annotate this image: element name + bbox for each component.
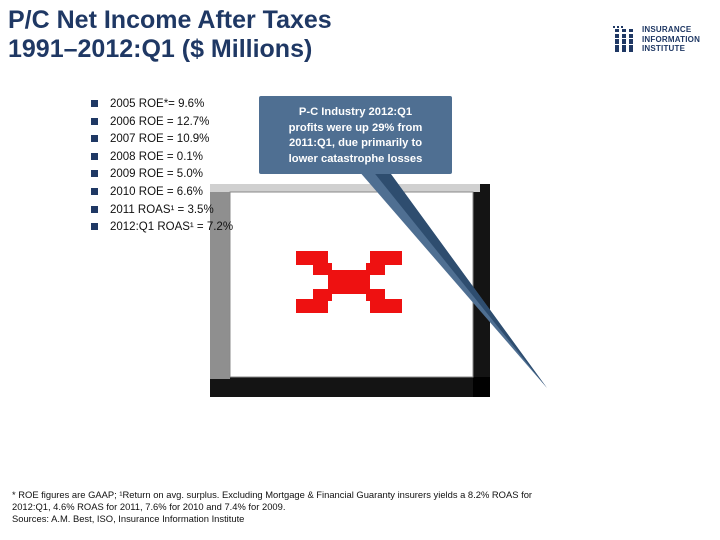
footnote-line-2: 2012:Q1, 4.6% ROAS for 2011, 7.6% for 20… — [12, 501, 286, 512]
bullet-text: 2012:Q1 ROAS¹ = 7.2% — [110, 221, 234, 234]
bullet-square-icon — [91, 223, 98, 231]
roe-bullet-item: 2007 ROE = 10.9% — [91, 131, 233, 149]
footnote-line-1: * ROE figures are GAAP; ¹Return on avg. … — [12, 489, 533, 500]
bullet-square-icon — [91, 100, 98, 107]
bullet-text: 2007 ROE = 10.9% — [110, 133, 210, 146]
iii-logo: INSURANCE INFORMATION INSTITUTE — [612, 24, 712, 58]
logo-line-3: INSTITUTE — [642, 44, 686, 53]
bullet-square-icon — [91, 117, 98, 125]
placeholder-frame-shadow-top — [210, 184, 480, 192]
page-title: P/C Net Income After Taxes 1991–2012:Q1 … — [8, 6, 528, 64]
bullet-text: 2009 ROE = 5.0% — [110, 168, 204, 181]
callout-pointer-shade — [372, 170, 547, 388]
roe-bullet-item: 2006 ROE = 12.7% — [91, 114, 233, 132]
callout-line-3: 2011:Q1, due primarily to — [288, 137, 423, 149]
missing-chart-icon — [296, 251, 402, 313]
roe-bullet-item: 2012:Q1 ROAS¹ = 7.2% — [91, 219, 233, 237]
bullet-square-icon — [91, 135, 98, 143]
placeholder-frame-shadow-right — [473, 184, 490, 397]
bullet-square-icon — [91, 152, 98, 160]
callout-line-2: profits were up 29% from — [288, 121, 423, 134]
bullet-text: 2005 ROE*= 9.6% — [110, 98, 205, 110]
bullet-text: 2011 ROAS¹ = 3.5% — [110, 203, 214, 216]
roe-bullet-item: 2011 ROAS¹ = 3.5% — [91, 202, 233, 220]
logo-line-2: INFORMATION — [642, 34, 701, 44]
callout-text: P-C Industry 2012:Q1 profits were up 29%… — [259, 105, 452, 167]
title-line-1: P/C Net Income After Taxes — [8, 6, 332, 34]
bullet-square-icon — [91, 205, 98, 213]
bullet-text: 2010 ROE = 6.6% — [110, 185, 204, 198]
footnote-sources: Sources: A.M. Best, ISO, Insurance Infor… — [12, 513, 245, 524]
bullet-square-icon — [91, 170, 98, 178]
roe-bullet-item: 2009 ROE = 5.0% — [91, 166, 233, 184]
callout-box: P-C Industry 2012:Q1 profits were up 29%… — [259, 96, 452, 174]
bullet-square-icon — [91, 187, 98, 195]
bullet-text: 2008 ROE = 0.1% — [110, 150, 204, 163]
roe-bullet-item: 2010 ROE = 6.6% — [91, 184, 233, 202]
title-line-2: 1991–2012:Q1 ($ Millions) — [8, 35, 313, 63]
iii-logo-icon — [613, 26, 635, 52]
logo-text: INSURANCE INFORMATION INSTITUTE — [642, 25, 700, 54]
placeholder-frame-shadow-left — [210, 184, 230, 379]
callout-pointer — [358, 170, 547, 388]
roe-bullet-item: 2008 ROE = 0.1% — [91, 149, 233, 167]
footnote: * ROE figures are GAAP; ¹Return on avg. … — [12, 489, 712, 525]
roe-bullet-item: 2005 ROE*= 9.6% — [91, 96, 233, 114]
logo-line-1: INSURANCE — [642, 25, 692, 34]
bullet-text: 2006 ROE = 12.7% — [110, 115, 210, 128]
roe-bullet-list: 2005 ROE*= 9.6% 2006 ROE = 12.7% 2007 RO… — [91, 96, 233, 237]
callout-line-4: lower catastrophe losses — [288, 152, 423, 165]
callout-line-1: P-C Industry 2012:Q1 — [298, 106, 413, 118]
placeholder-frame-shadow-bottom — [210, 377, 490, 397]
